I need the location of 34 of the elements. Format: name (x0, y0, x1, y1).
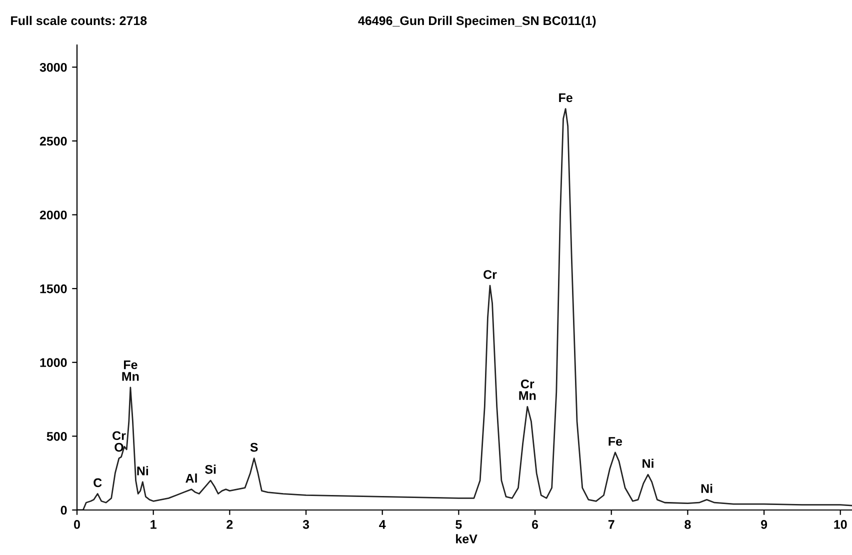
chart-title: 46496_Gun Drill Specimen_SN BC011(1) (358, 16, 596, 28)
annotation: Al (186, 474, 197, 483)
annotation: Cr Mn (519, 380, 536, 400)
y-tick-label: 3000 (40, 62, 67, 72)
annotation: Ni (701, 484, 712, 493)
x-tick-label: 2 (226, 520, 233, 529)
x-tick-label: 6 (532, 520, 538, 529)
x-tick-label: 8 (684, 520, 691, 529)
annotation: Si (205, 464, 216, 474)
annotation: Fe (608, 437, 622, 446)
annotation: Fe (559, 93, 572, 102)
annotation: Cr (484, 270, 497, 279)
x-tick-label: 10 (834, 520, 847, 529)
annotation: C (94, 478, 102, 488)
y-tick-label: 1500 (40, 284, 67, 294)
x-tick-label: 9 (760, 520, 768, 529)
y-tick-label: 0 (60, 506, 67, 515)
x-tick-label: 7 (608, 520, 614, 529)
x-tick-label: 1 (150, 520, 156, 529)
y-tick-label: 2500 (40, 136, 67, 146)
x-tick-label: 0 (74, 520, 80, 529)
annotation: Cr O (112, 431, 126, 452)
x-tick-label: 5 (456, 520, 462, 529)
y-tick-label: 2000 (40, 210, 67, 220)
x-axis-title: keV (456, 534, 478, 544)
x-tick-label: 4 (379, 520, 386, 529)
y-tick-label: 500 (46, 432, 67, 441)
annotation: S (250, 442, 258, 452)
text: Full scale counts: 2718 (11, 16, 147, 26)
y-tick-label: 1000 (40, 358, 67, 368)
annotation: Fe Mn (122, 360, 139, 381)
annotation: Ni (642, 458, 654, 468)
annotation: Ni (137, 466, 148, 476)
x-tick-label: 3 (302, 520, 310, 529)
